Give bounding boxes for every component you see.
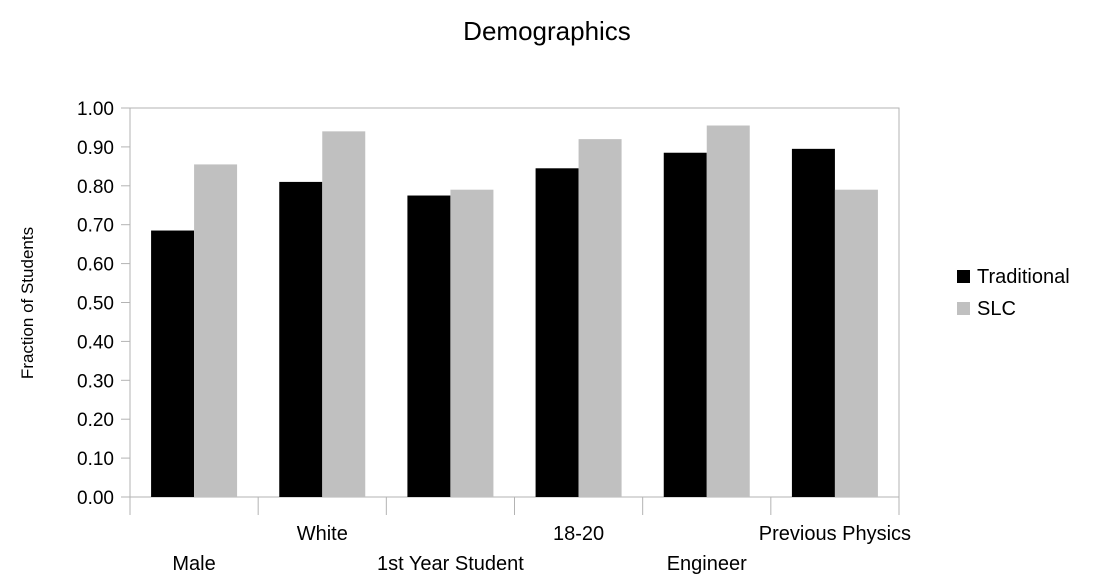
x-category-label: 1st Year Student: [377, 553, 524, 575]
bar-traditional: [663, 152, 707, 498]
bar-series: [151, 125, 878, 498]
y-axis-label: Fraction of Students: [18, 227, 37, 379]
y-tick-label: 1.00: [77, 99, 114, 120]
plot-area-frame: [129, 107, 900, 498]
y-tick-label: 0.50: [77, 294, 114, 315]
legend-label: SLC: [977, 298, 1016, 320]
chart-title: Demographics: [463, 16, 631, 46]
y-tick-label: 0.30: [77, 371, 114, 392]
x-axis-categories: Male White 1st Year Student 18-20 Engineer Pr…: [129, 497, 911, 575]
y-tick-label: 0.70: [77, 216, 114, 237]
y-tick-label: 0.20: [77, 410, 114, 431]
y-tick-label: 0.00: [77, 488, 114, 509]
y-tick-label: 0.90: [77, 138, 114, 159]
x-category-label: Previous Physics: [759, 523, 911, 545]
y-tick-label: 0.60: [77, 255, 114, 276]
legend: Traditional SLC: [957, 266, 1070, 320]
bar-traditional: [791, 148, 835, 497]
bar-slc: [834, 189, 878, 497]
bar-traditional: [151, 230, 195, 497]
bar-slc: [578, 139, 622, 497]
x-category-label: Male: [172, 553, 215, 575]
y-tick-label: 0.10: [77, 449, 114, 470]
bar-slc: [706, 125, 750, 497]
bar-traditional: [535, 168, 579, 498]
bar-slc: [322, 131, 366, 497]
x-category-label: White: [297, 523, 348, 545]
legend-swatch: [957, 302, 970, 315]
x-category-label: Engineer: [667, 553, 747, 575]
y-axis-ticks: 0.00 0.10 0.20 0.30 0.40 0.50 0.60 0.70 0.80 0.90…: [77, 99, 130, 509]
legend-label: Traditional: [977, 266, 1070, 288]
y-tick-label: 0.80: [77, 177, 114, 198]
legend-swatch: [957, 270, 970, 283]
bar-slc: [450, 189, 494, 497]
x-category-label: 18-20: [553, 523, 604, 545]
y-tick-label: 0.40: [77, 332, 114, 353]
bar-traditional: [407, 195, 451, 497]
bar-traditional: [279, 181, 323, 497]
bar-slc: [194, 164, 238, 497]
